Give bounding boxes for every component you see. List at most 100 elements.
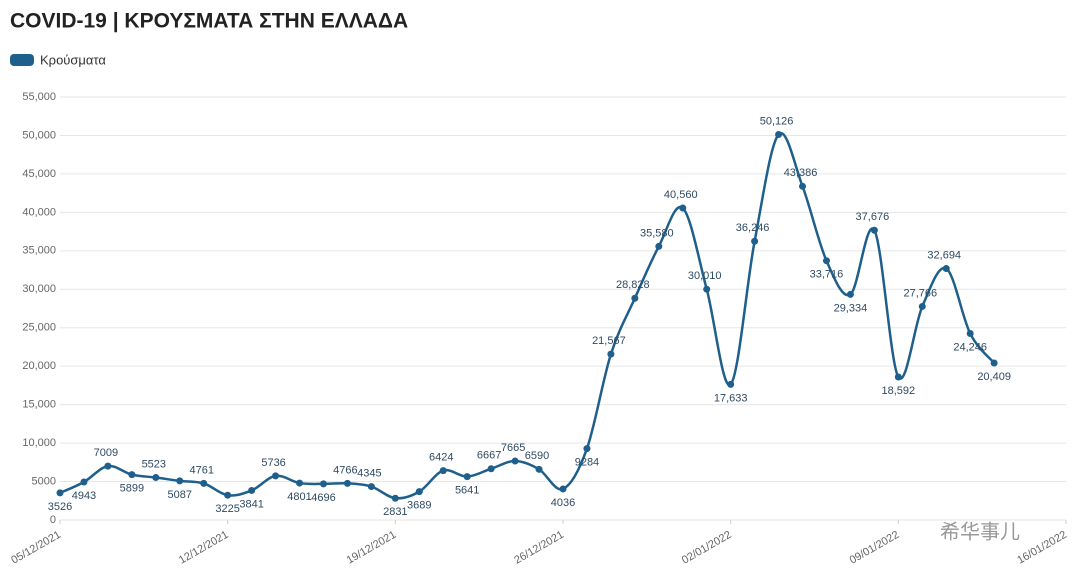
data-point (727, 380, 735, 388)
data-label: 4696 (311, 492, 335, 504)
data-point (391, 494, 399, 502)
data-label: 3841 (239, 498, 263, 510)
data-point (319, 480, 327, 488)
y-tick-label: 15,000 (22, 399, 56, 411)
data-label: 6590 (525, 450, 549, 462)
data-label: 4766 (333, 464, 357, 476)
data-label: 6667 (477, 450, 501, 462)
data-point (966, 330, 974, 338)
data-label: 9284 (575, 457, 599, 469)
data-point (343, 479, 351, 487)
data-label: 24,246 (953, 341, 987, 353)
data-point (846, 290, 854, 298)
x-tick-label: 02/01/2022 (680, 529, 734, 567)
data-label: 30,010 (688, 270, 722, 282)
y-tick-label: 40,000 (22, 206, 56, 218)
data-point (415, 488, 423, 496)
data-label: 5641 (455, 485, 479, 497)
data-label: 6424 (429, 451, 453, 463)
data-point (224, 491, 232, 499)
data-point (799, 182, 807, 190)
data-point (152, 474, 160, 482)
x-tick-label: 12/12/2021 (177, 529, 231, 567)
data-label: 29,334 (834, 302, 868, 314)
data-label: 28,828 (616, 279, 650, 291)
data-point (631, 294, 639, 302)
data-label: 21,567 (592, 335, 626, 347)
y-tick-label: 35,000 (22, 245, 56, 257)
y-tick-label: 10,000 (22, 437, 56, 449)
x-tick-label: 19/12/2021 (345, 529, 399, 567)
data-point (487, 465, 495, 473)
data-point (607, 350, 615, 358)
data-label: 3526 (48, 501, 72, 513)
data-label: 4943 (72, 490, 96, 502)
data-label: 7009 (94, 447, 118, 459)
data-point (56, 489, 64, 497)
data-label: 7665 (501, 442, 525, 454)
data-point (942, 265, 950, 273)
data-label: 5087 (168, 489, 192, 501)
data-label: 32,694 (927, 249, 961, 261)
data-point (176, 477, 184, 485)
data-point (80, 478, 88, 486)
y-tick-label: 25,000 (22, 322, 56, 334)
x-tick-label: 09/01/2022 (848, 529, 902, 567)
data-point (535, 465, 543, 473)
data-point (104, 462, 112, 470)
data-label: 5899 (120, 483, 144, 495)
data-point (439, 467, 447, 475)
data-label: 4761 (189, 464, 213, 476)
data-label: 18,592 (882, 385, 916, 397)
y-tick-label: 50,000 (22, 129, 56, 141)
data-point (822, 257, 830, 265)
legend-swatch (10, 54, 34, 66)
data-point (559, 485, 567, 493)
watermark: 希华事儿 (940, 520, 1020, 543)
data-point (918, 302, 926, 310)
data-point (583, 445, 591, 453)
data-label: 3225 (215, 503, 239, 515)
data-point (751, 237, 759, 245)
data-label: 35,580 (640, 227, 674, 239)
y-tick-label: 20,000 (22, 360, 56, 372)
data-label: 20,409 (977, 371, 1011, 383)
data-point (990, 359, 998, 367)
data-point (870, 226, 878, 234)
data-point (296, 479, 304, 487)
legend-label: Κρούσματα (40, 52, 106, 67)
data-label: 36,246 (736, 222, 770, 234)
data-label: 4801 (287, 491, 311, 503)
y-tick-label: 45,000 (22, 168, 56, 180)
data-label: 33,716 (810, 269, 844, 281)
y-tick-label: 30,000 (22, 283, 56, 295)
data-label: 50,126 (760, 115, 794, 127)
x-tick-label: 26/12/2021 (512, 529, 566, 567)
data-point (367, 483, 375, 491)
data-point (703, 285, 711, 293)
data-label: 3689 (407, 500, 431, 512)
x-tick-label: 05/12/2021 (9, 529, 63, 567)
data-point (463, 473, 471, 481)
data-label: 27,766 (903, 287, 937, 299)
data-point (128, 471, 136, 479)
data-point (894, 373, 902, 381)
data-label: 17,633 (714, 392, 748, 404)
y-tick-label: 5000 (32, 475, 56, 487)
data-label: 40,560 (664, 189, 698, 201)
data-label: 2831 (383, 506, 407, 518)
data-label: 4036 (551, 497, 575, 509)
data-point (775, 130, 783, 138)
data-label: 43,386 (784, 167, 818, 179)
y-tick-label: 55,000 (22, 91, 56, 103)
data-point (655, 242, 663, 250)
data-point (511, 457, 519, 465)
chart-title: COVID-19 | ΚΡΟΥΣΜΑΤΑ ΣΤΗΝ ΕΛΛΑΔΑ (10, 10, 408, 33)
data-label: 5736 (261, 457, 285, 469)
data-point (200, 479, 208, 487)
data-label: 5523 (142, 458, 166, 470)
x-tick-label: 16/01/2022 (1015, 529, 1069, 567)
data-point (679, 204, 687, 212)
y-tick-label: 0 (50, 514, 56, 526)
